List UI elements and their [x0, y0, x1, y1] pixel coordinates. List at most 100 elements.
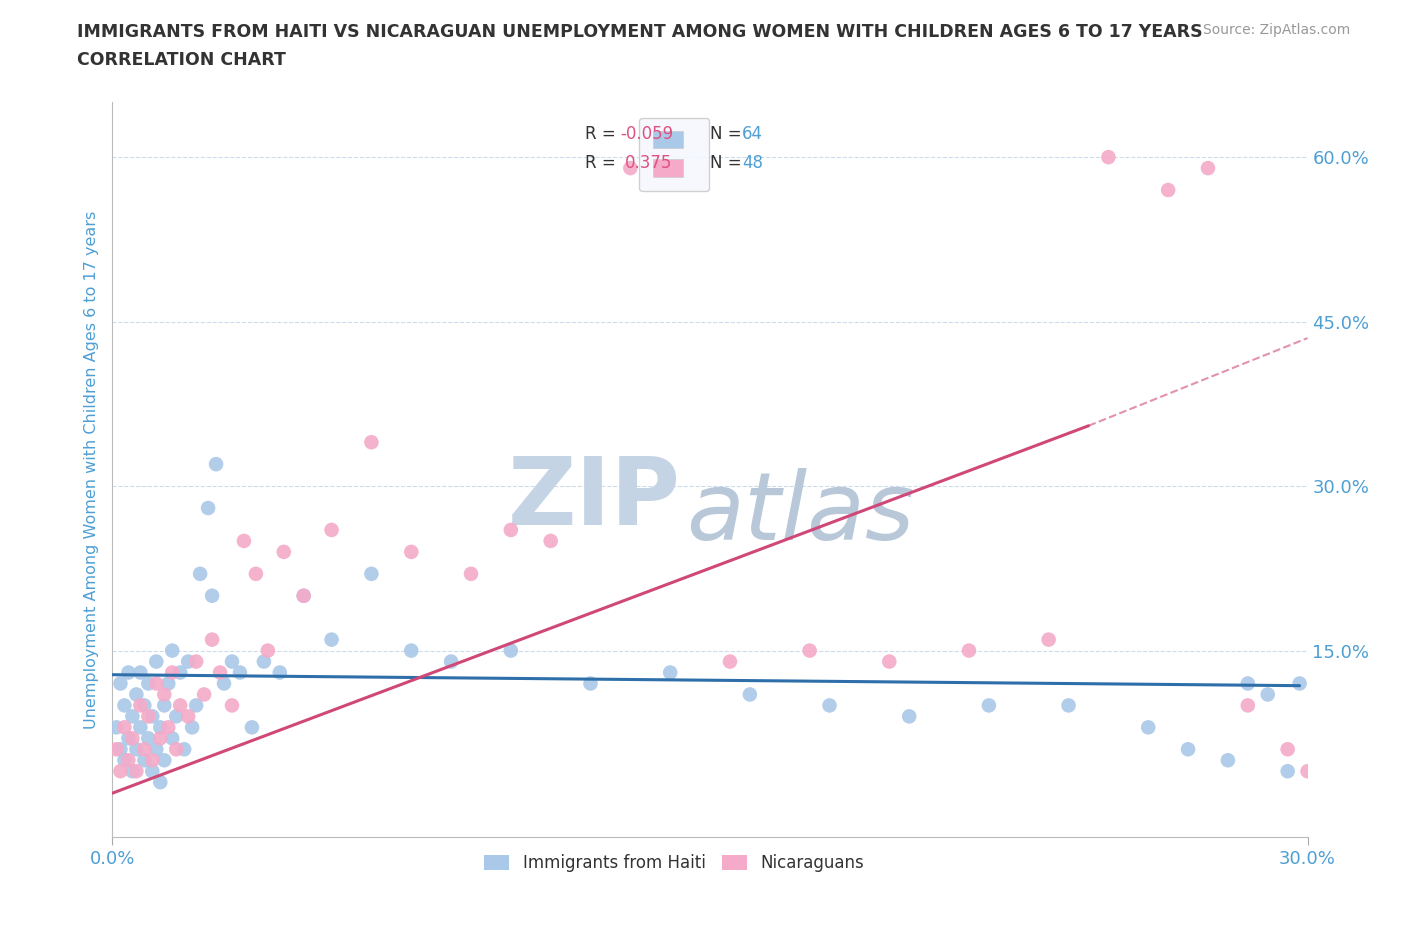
Point	[818, 698, 841, 713]
Point	[129, 665, 152, 680]
Point	[898, 709, 921, 724]
Point	[321, 523, 343, 538]
Point	[212, 676, 235, 691]
Point	[1237, 676, 1260, 691]
Text: 64: 64	[742, 125, 763, 143]
Point	[153, 687, 176, 702]
Point	[197, 500, 219, 515]
Point	[659, 665, 682, 680]
Point	[579, 676, 602, 691]
Point	[165, 742, 187, 757]
Text: 48: 48	[742, 153, 763, 171]
Point	[177, 709, 200, 724]
Point	[157, 676, 180, 691]
Point	[125, 764, 148, 778]
Point	[162, 644, 183, 658]
Text: R =: R =	[585, 125, 620, 143]
Point	[129, 698, 152, 713]
Point	[292, 589, 315, 604]
Point	[257, 644, 280, 658]
Point	[540, 534, 562, 549]
Point	[1305, 731, 1327, 746]
Text: N =: N =	[710, 125, 747, 143]
Point	[145, 654, 167, 669]
Point	[205, 457, 228, 472]
Point	[145, 742, 167, 757]
Point	[129, 720, 152, 735]
Point	[149, 775, 172, 790]
Point	[162, 665, 183, 680]
Point	[1177, 742, 1199, 757]
Point	[105, 720, 128, 735]
Point	[245, 566, 267, 581]
Point	[1097, 150, 1119, 165]
Point	[240, 720, 263, 735]
Point	[125, 687, 148, 702]
Point	[110, 742, 132, 757]
Point	[169, 698, 191, 713]
Point	[134, 698, 156, 713]
Point	[177, 654, 200, 669]
Point	[1057, 698, 1080, 713]
Point	[1316, 676, 1339, 691]
Point	[134, 742, 156, 757]
Point	[977, 698, 1000, 713]
Point	[1197, 161, 1219, 176]
Point	[360, 435, 382, 450]
Text: Source: ZipAtlas.com: Source: ZipAtlas.com	[1202, 23, 1350, 37]
Point	[738, 687, 761, 702]
Point	[360, 566, 382, 581]
Legend: Immigrants from Haiti, Nicaraguans: Immigrants from Haiti, Nicaraguans	[475, 845, 873, 880]
Point	[165, 709, 187, 724]
Point	[134, 752, 156, 767]
Point	[145, 676, 167, 691]
Text: N =: N =	[710, 153, 747, 171]
Point	[401, 644, 423, 658]
Point	[1296, 764, 1319, 778]
Point	[957, 644, 980, 658]
Point	[292, 589, 315, 604]
Point	[114, 698, 135, 713]
Point	[799, 644, 821, 658]
Text: IMMIGRANTS FROM HAITI VS NICARAGUAN UNEMPLOYMENT AMONG WOMEN WITH CHILDREN AGES : IMMIGRANTS FROM HAITI VS NICARAGUAN UNEM…	[77, 23, 1204, 41]
Point	[321, 632, 343, 647]
Point	[1277, 764, 1299, 778]
Point	[157, 720, 180, 735]
Text: CORRELATION CHART: CORRELATION CHART	[77, 51, 287, 69]
Point	[229, 665, 252, 680]
Point	[153, 752, 176, 767]
Point	[201, 632, 224, 647]
Point	[401, 544, 423, 559]
Point	[718, 654, 741, 669]
Point	[221, 654, 243, 669]
Point	[117, 665, 139, 680]
Point	[138, 709, 160, 724]
Point	[186, 654, 208, 669]
Point	[269, 665, 291, 680]
Point	[114, 720, 135, 735]
Point	[1038, 632, 1060, 647]
Point	[499, 644, 522, 658]
Point	[1288, 676, 1310, 691]
Point	[173, 742, 195, 757]
Point	[879, 654, 901, 669]
Point	[138, 676, 160, 691]
Point	[117, 731, 139, 746]
Point	[141, 709, 163, 724]
Point	[181, 720, 204, 735]
Point	[1157, 182, 1180, 197]
Point	[188, 566, 211, 581]
Y-axis label: Unemployment Among Women with Children Ages 6 to 17 years: Unemployment Among Women with Children A…	[84, 210, 100, 729]
Point	[233, 534, 256, 549]
Text: -0.059: -0.059	[620, 125, 673, 143]
Point	[201, 589, 224, 604]
Point	[460, 566, 482, 581]
Point	[1137, 720, 1160, 735]
Point	[125, 742, 148, 757]
Point	[114, 752, 135, 767]
Text: 0.375: 0.375	[626, 153, 672, 171]
Point	[619, 161, 641, 176]
Point	[105, 742, 128, 757]
Point	[138, 731, 160, 746]
Point	[273, 544, 295, 559]
